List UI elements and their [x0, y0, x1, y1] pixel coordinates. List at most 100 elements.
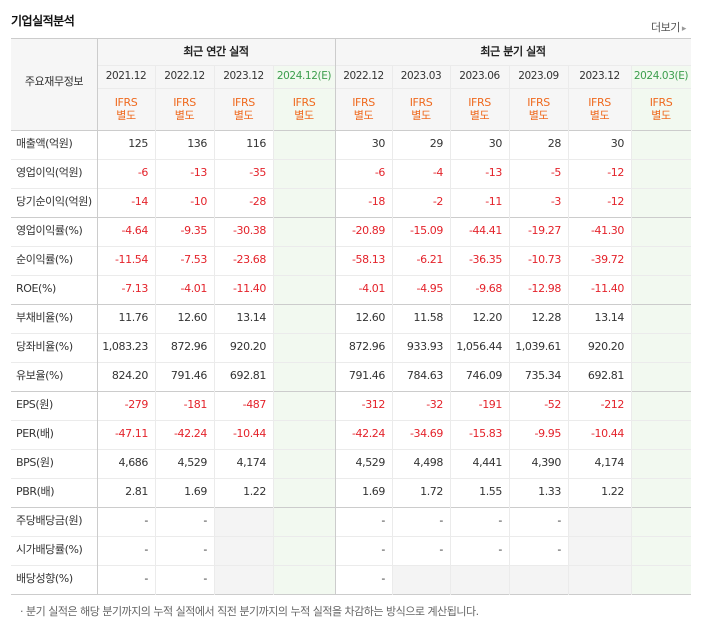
value-cell: - — [144, 572, 148, 585]
col-divider — [568, 65, 569, 595]
value-cell: 1,039.61 — [515, 340, 561, 353]
row-separator — [11, 420, 691, 421]
value-cell: -487 — [242, 398, 267, 411]
value-cell: 1.72 — [420, 485, 443, 498]
col-divider — [97, 38, 98, 595]
row-separator — [11, 159, 691, 160]
value-cell: 4,390 — [531, 456, 562, 469]
row-label: 부채비율(%) — [16, 311, 73, 324]
value-cell: -42.24 — [351, 427, 385, 440]
value-cell: 1.33 — [538, 485, 561, 498]
ifrs-label: 별도 — [174, 109, 195, 122]
ifrs-label: 별도 — [294, 109, 314, 122]
value-cell: -5 — [550, 166, 562, 179]
value-cell: -6 — [374, 166, 386, 179]
row-label: 당기순이익(억원) — [16, 195, 92, 208]
header-background — [11, 38, 691, 130]
value-cell: -9.95 — [534, 427, 562, 440]
value-cell: -4.64 — [121, 224, 149, 237]
value-cell: 13.14 — [236, 311, 267, 324]
value-cell: -11.40 — [232, 282, 266, 295]
value-cell: - — [381, 543, 385, 556]
period-label: 2021.12 — [105, 70, 147, 82]
value-cell: 4,174 — [236, 456, 267, 469]
value-cell: 4,686 — [118, 456, 149, 469]
value-cell: -3 — [550, 195, 562, 208]
row-separator — [11, 594, 691, 595]
value-cell: 12.60 — [177, 311, 208, 324]
value-cell: 12.28 — [531, 311, 562, 324]
value-cell: -11.54 — [114, 253, 148, 266]
value-cell: 12.20 — [472, 311, 503, 324]
empty-cell — [510, 566, 568, 594]
value-cell: -7.13 — [121, 282, 149, 295]
value-cell: 872.96 — [170, 340, 207, 353]
row-label: 배당성향(%) — [16, 572, 73, 585]
value-cell: -23.68 — [232, 253, 266, 266]
row-separator — [11, 188, 691, 189]
value-cell: 1.22 — [601, 485, 624, 498]
row-separator — [11, 565, 691, 566]
ifrs-label: 별도 — [353, 109, 374, 122]
value-cell: - — [203, 543, 207, 556]
row-label: 유보율(%) — [16, 369, 63, 382]
ifrs-label: IFRS — [292, 96, 316, 109]
value-cell: -34.69 — [409, 427, 443, 440]
value-cell: -191 — [478, 398, 503, 411]
value-cell: -4.95 — [416, 282, 444, 295]
value-cell: -4.01 — [180, 282, 208, 295]
financial-table: 매출액(억원) 125 136 116 30 29 30 28 30 영업이익(억원) -6 -13 -… — [11, 38, 691, 595]
value-cell: -6 — [137, 166, 149, 179]
period-label: 2023.12 — [579, 70, 620, 82]
ifrs-label: IFRS — [649, 96, 673, 109]
value-cell: 29 — [429, 137, 444, 150]
period-label: 2022.12 — [164, 70, 205, 82]
value-cell: -35 — [249, 166, 266, 179]
value-cell: -11 — [485, 195, 502, 208]
col-divider — [273, 65, 274, 595]
estimate-column-bg — [274, 65, 335, 594]
col-divider — [214, 65, 215, 595]
value-cell: -10.44 — [232, 427, 266, 440]
value-cell: - — [498, 543, 502, 556]
value-cell: 30 — [371, 137, 386, 150]
empty-cell — [569, 537, 631, 565]
row-label: 주당배당금(원) — [16, 514, 83, 527]
value-cell: 13.14 — [594, 311, 625, 324]
value-cell: -9.35 — [180, 224, 208, 237]
more-link[interactable]: 더보기 ▸ — [651, 19, 686, 35]
value-cell: 692.81 — [587, 369, 624, 382]
ifrs-label: 별도 — [469, 109, 490, 122]
value-cell: -312 — [361, 398, 386, 411]
value-cell: -18 — [368, 195, 385, 208]
value-cell: -44.41 — [468, 224, 502, 237]
row-separator — [11, 246, 691, 247]
ifrs-label: IFRS — [352, 96, 375, 109]
value-cell: 125 — [128, 137, 148, 150]
value-cell: - — [439, 514, 443, 527]
ifrs-label: 별도 — [233, 109, 254, 122]
ifrs-label: 별도 — [411, 109, 431, 122]
value-cell: - — [557, 514, 561, 527]
row-separator — [11, 362, 691, 363]
period-label: 2022.12 — [343, 70, 384, 82]
value-cell: -39.72 — [590, 253, 624, 266]
value-cell: 791.46 — [170, 369, 207, 382]
row-label: BPS(원) — [16, 456, 54, 469]
ifrs-label: 별도 — [528, 109, 549, 122]
ifrs-label: IFRS — [173, 96, 196, 109]
value-cell: -2 — [432, 195, 444, 208]
value-cell: -4.01 — [358, 282, 386, 295]
empty-cell — [215, 508, 273, 536]
value-cell: -12.98 — [527, 282, 561, 295]
row-label: EPS(원) — [16, 398, 53, 411]
value-cell: 1.69 — [362, 485, 385, 498]
value-cell: 12.60 — [355, 311, 386, 324]
value-cell: 11.58 — [413, 311, 444, 324]
value-cell: 1.55 — [479, 485, 502, 498]
row-label: 당좌비율(%) — [16, 340, 73, 353]
value-cell: 1,056.44 — [456, 340, 502, 353]
value-cell: -10 — [190, 195, 207, 208]
value-cell: -10.73 — [527, 253, 561, 266]
value-cell: -41.30 — [590, 224, 624, 237]
